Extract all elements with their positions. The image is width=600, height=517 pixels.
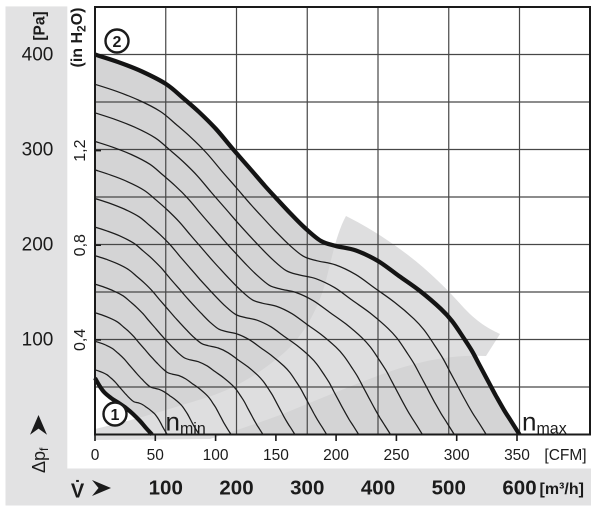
- svg-text:300: 300: [290, 477, 324, 500]
- svg-text:100: 100: [203, 447, 229, 464]
- svg-text:2: 2: [113, 34, 122, 51]
- svg-text:V̇: V̇: [71, 479, 85, 503]
- svg-text:200: 200: [22, 234, 54, 255]
- svg-text:300: 300: [444, 447, 470, 464]
- svg-text:100: 100: [149, 477, 183, 500]
- svg-text:100: 100: [22, 329, 54, 350]
- svg-text:500: 500: [432, 477, 466, 500]
- svg-text:[m³/h]: [m³/h]: [540, 481, 584, 498]
- svg-text:1: 1: [111, 407, 120, 424]
- svg-text:(in H2O): (in H2O): [69, 7, 89, 67]
- svg-text:50: 50: [147, 447, 165, 464]
- svg-text:250: 250: [383, 447, 409, 464]
- svg-text:400: 400: [22, 44, 54, 65]
- svg-text:Δpf: Δpf: [29, 447, 51, 473]
- svg-text:1,2: 1,2: [72, 139, 89, 161]
- svg-text:200: 200: [219, 477, 253, 500]
- svg-text:0: 0: [91, 447, 100, 464]
- svg-text:nmin: nmin: [166, 407, 206, 438]
- svg-text:0,4: 0,4: [72, 329, 89, 351]
- svg-text:300: 300: [22, 139, 54, 160]
- svg-text:150: 150: [263, 447, 289, 464]
- svg-text:[Pa]: [Pa]: [32, 11, 49, 40]
- svg-text:200: 200: [323, 447, 349, 464]
- svg-text:[CFM]: [CFM]: [544, 447, 586, 464]
- svg-text:350: 350: [504, 447, 530, 464]
- svg-text:0,8: 0,8: [72, 234, 89, 256]
- svg-text:600: 600: [502, 477, 536, 500]
- svg-text:400: 400: [361, 477, 395, 500]
